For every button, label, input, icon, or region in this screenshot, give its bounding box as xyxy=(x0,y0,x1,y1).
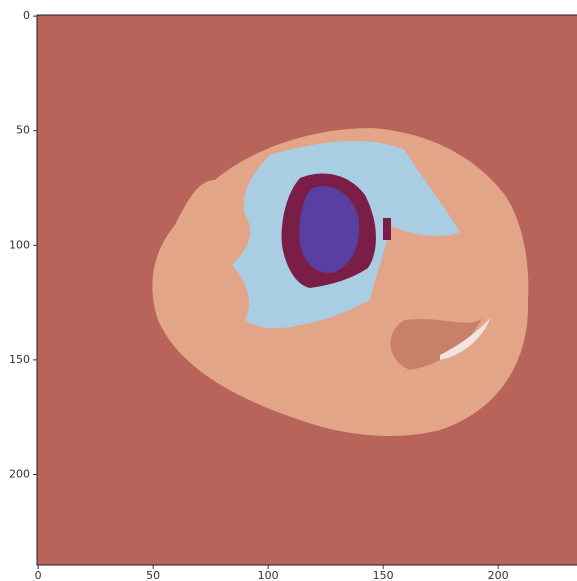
x-tick-label: 100 xyxy=(258,569,279,581)
tumor-core xyxy=(383,218,391,240)
image-layer xyxy=(37,15,577,565)
x-tick-label: 0 xyxy=(35,569,42,581)
y-tick-label: 0 xyxy=(23,9,30,22)
x-tick-label: 50 xyxy=(146,569,160,581)
y-tick-label: 150 xyxy=(9,353,30,366)
y-tick-label: 200 xyxy=(9,467,30,480)
y-tick-label: 50 xyxy=(16,124,30,137)
y-tick-label: 100 xyxy=(9,238,30,251)
x-tick-label: 150 xyxy=(373,569,394,581)
chart: 0 50 100 150 200 0 50 100 150 200 xyxy=(0,0,577,581)
x-tick-label: 200 xyxy=(488,569,509,581)
